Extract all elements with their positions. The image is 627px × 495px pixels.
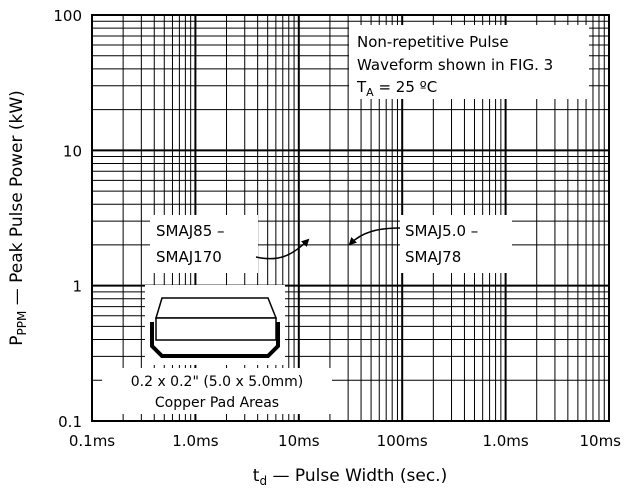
y-tick-label: 100 [53, 7, 82, 25]
x-tick-label: 0.1ms [69, 432, 115, 450]
left-series-label: SMAJ85 – SMAJ170 [150, 215, 310, 273]
y-tick-label: 0.1 [58, 413, 82, 431]
y-tick-labels: 0.1 1 10 100 [53, 7, 82, 431]
right-series-label-bg [400, 215, 512, 273]
pad-label-bg [102, 368, 332, 414]
pad-label-line-1: 0.2 x 0.2" (5.0 x 5.0mm) [131, 374, 304, 390]
x-tick-labels: 0.1ms 1.0ms 10ms 100ms 1.0ms 10ms [69, 432, 621, 450]
x-tick-label: 10ms [579, 432, 621, 450]
conditions-line-1: Non-repetitive Pulse [357, 33, 509, 51]
left-series-label-line-1: SMAJ85 – [156, 222, 225, 240]
left-series-label-bg [150, 215, 258, 273]
pad-label: 0.2 x 0.2" (5.0 x 5.0mm) Copper Pad Area… [102, 368, 332, 414]
conditions-line-2: Waveform shown in FIG. 3 [357, 56, 553, 74]
plot-frame [91, 14, 610, 422]
package-illustration [145, 285, 285, 365]
x-tick-label: 1.0ms [482, 432, 528, 450]
x-tick-label: 1.0ms [172, 432, 218, 450]
package-body-top [154, 297, 278, 319]
package-body-side [155, 317, 277, 341]
right-series-label: SMAJ5.0 – SMAJ78 [348, 215, 512, 273]
package-lead-frame [150, 322, 280, 358]
y-axis-title: PPPM — Peak Pulse Power (kW) [7, 90, 29, 346]
x-tick-label: 100ms [377, 432, 428, 450]
y-tick-label: 1 [72, 278, 82, 296]
right-series-label-line-1: SMAJ5.0 – [405, 222, 478, 240]
conditions-note: Non-repetitive Pulse Waveform shown in F… [349, 25, 589, 99]
left-series-label-line-2: SMAJ170 [156, 248, 222, 266]
x-axis-title: td — Pulse Width (sec.) [253, 466, 447, 488]
temperature-line: TA = 25 ºC [356, 78, 437, 99]
right-series-arrow [348, 227, 401, 246]
right-series-label-line-2: SMAJ78 [405, 248, 461, 266]
y-tick-label: 10 [63, 142, 82, 160]
x-tick-label: 10ms [278, 432, 320, 450]
pad-label-line-2: Copper Pad Areas [155, 395, 279, 411]
left-series-arrow [255, 238, 310, 260]
conditions-note-bg [349, 25, 589, 99]
